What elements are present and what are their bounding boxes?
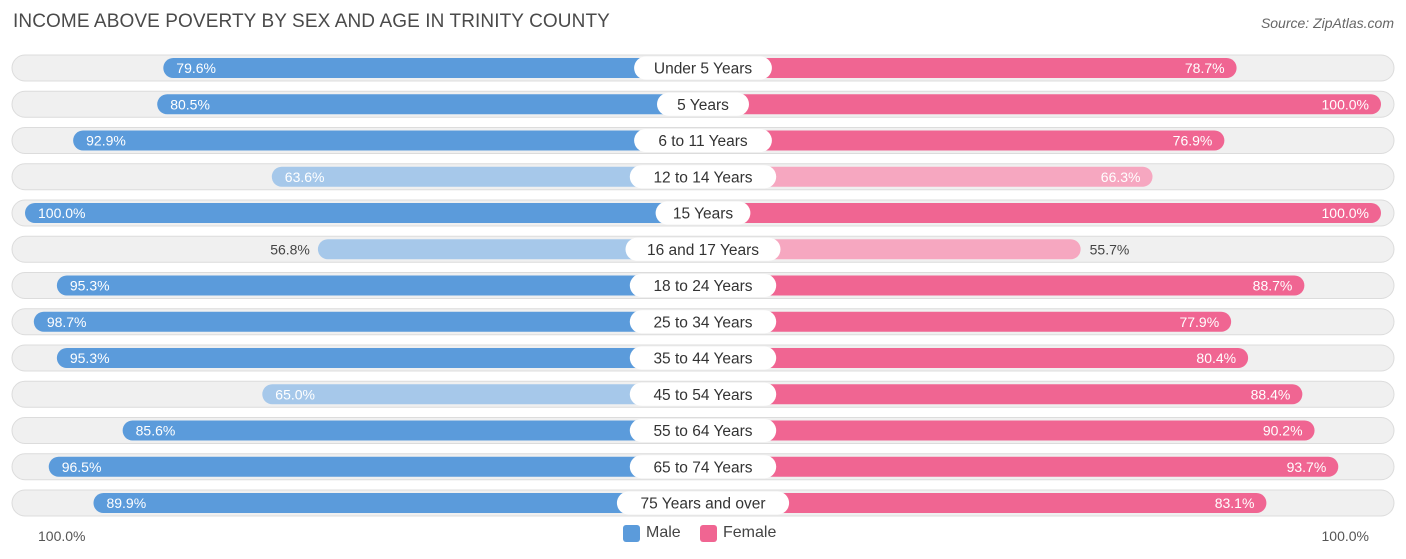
male-value-label: 100.0% (38, 205, 85, 221)
category-pill (634, 56, 772, 80)
chart-title: INCOME ABOVE POVERTY BY SEX AND AGE IN T… (13, 11, 610, 32)
male-bar (48, 456, 704, 477)
male-bar (33, 311, 703, 332)
category-pill (616, 491, 790, 515)
category-pill (629, 455, 777, 479)
male-value-label: 98.7% (47, 314, 87, 330)
female-value-label: 100.0% (1322, 205, 1369, 221)
female-value-label: 77.9% (1179, 314, 1219, 330)
category-label: Under 5 Years (654, 61, 752, 78)
male-bar (25, 203, 703, 223)
category-pill (629, 419, 777, 442)
category-label: 65 to 74 Years (653, 459, 752, 476)
male-bar (93, 493, 703, 513)
category-label: 15 Years (673, 206, 734, 223)
male-bar (122, 420, 703, 441)
legend-female-label: Female (723, 524, 777, 541)
female-bar (703, 348, 1249, 368)
axis-left-label: 100.0% (38, 528, 86, 544)
male-value-label: 96.5% (62, 459, 102, 475)
female-value-label: 83.1% (1215, 495, 1255, 511)
legend-item-male[interactable]: Male (623, 524, 681, 542)
category-label: 55 to 64 Years (653, 423, 752, 440)
legend-female-swatch (700, 524, 717, 542)
category-label: 6 to 11 Years (658, 133, 748, 150)
category-pill (655, 201, 751, 225)
category-label: 45 to 54 Years (653, 387, 752, 404)
category-label: 35 to 44 Years (653, 351, 752, 368)
category-pill (634, 129, 772, 152)
male-bar (271, 166, 703, 187)
category-pill (629, 165, 777, 189)
category-label: 75 Years and over (641, 496, 766, 513)
female-value-label: 66.3% (1101, 169, 1141, 185)
category-label: 12 to 14 Years (653, 169, 752, 186)
female-bar (703, 493, 1267, 513)
legend-male-label: Male (646, 524, 681, 541)
male-bar (262, 384, 703, 405)
category-label: 5 Years (677, 97, 729, 114)
female-bar (703, 275, 1305, 296)
male-value-label: 79.6% (176, 60, 216, 76)
female-bar (703, 94, 1381, 115)
male-value-label: 95.3% (70, 350, 110, 366)
female-value-label: 80.4% (1196, 350, 1236, 366)
category-pill (629, 346, 777, 370)
category-label: 18 to 24 Years (653, 278, 752, 295)
female-bar (703, 203, 1381, 223)
female-value-label: 55.7% (1090, 241, 1130, 257)
male-bar (157, 94, 703, 115)
male-value-label: 56.8% (270, 241, 310, 257)
male-value-label: 95.3% (70, 278, 110, 294)
female-value-label: 88.4% (1251, 386, 1291, 402)
category-pill (629, 382, 777, 406)
male-bar (56, 348, 703, 368)
male-bar (56, 275, 703, 296)
male-bar (317, 239, 703, 260)
female-bar (703, 239, 1081, 260)
category-label: 16 and 17 Years (647, 242, 759, 259)
female-value-label: 76.9% (1173, 133, 1213, 149)
source-label: Source: ZipAtlas.com (1260, 15, 1394, 31)
male-value-label: 63.6% (285, 169, 325, 185)
female-value-label: 78.7% (1185, 60, 1225, 76)
category-pill (657, 92, 749, 116)
male-value-label: 65.0% (275, 386, 315, 402)
female-bar (703, 130, 1225, 151)
female-value-label: 100.0% (1322, 96, 1369, 112)
male-value-label: 89.9% (106, 495, 146, 511)
male-value-label: 92.9% (86, 133, 126, 149)
category-pill (629, 274, 777, 297)
legend-male-swatch (623, 524, 640, 542)
female-bar (703, 456, 1339, 477)
female-bar (703, 420, 1315, 441)
category-pill (629, 310, 777, 334)
male-bar (163, 58, 703, 78)
chart-area: 79.6% 78.7% Under 5 Years 80.5% 100.0% 5 Year… (11, 54, 1395, 517)
male-value-label: 85.6% (136, 423, 176, 439)
female-value-label: 90.2% (1263, 423, 1303, 439)
female-value-label: 88.7% (1253, 278, 1293, 294)
female-bar (703, 58, 1237, 78)
category-pill (625, 237, 781, 261)
axis-right-label: 100.0% (1321, 528, 1369, 544)
male-value-label: 80.5% (170, 96, 210, 112)
female-bar (703, 384, 1303, 405)
legend-item-female[interactable]: Female (700, 524, 776, 542)
male-bar (73, 130, 703, 151)
category-label: 25 to 34 Years (653, 314, 752, 331)
female-bar (703, 166, 1153, 187)
female-bar (703, 311, 1232, 332)
female-value-label: 93.7% (1287, 459, 1327, 475)
